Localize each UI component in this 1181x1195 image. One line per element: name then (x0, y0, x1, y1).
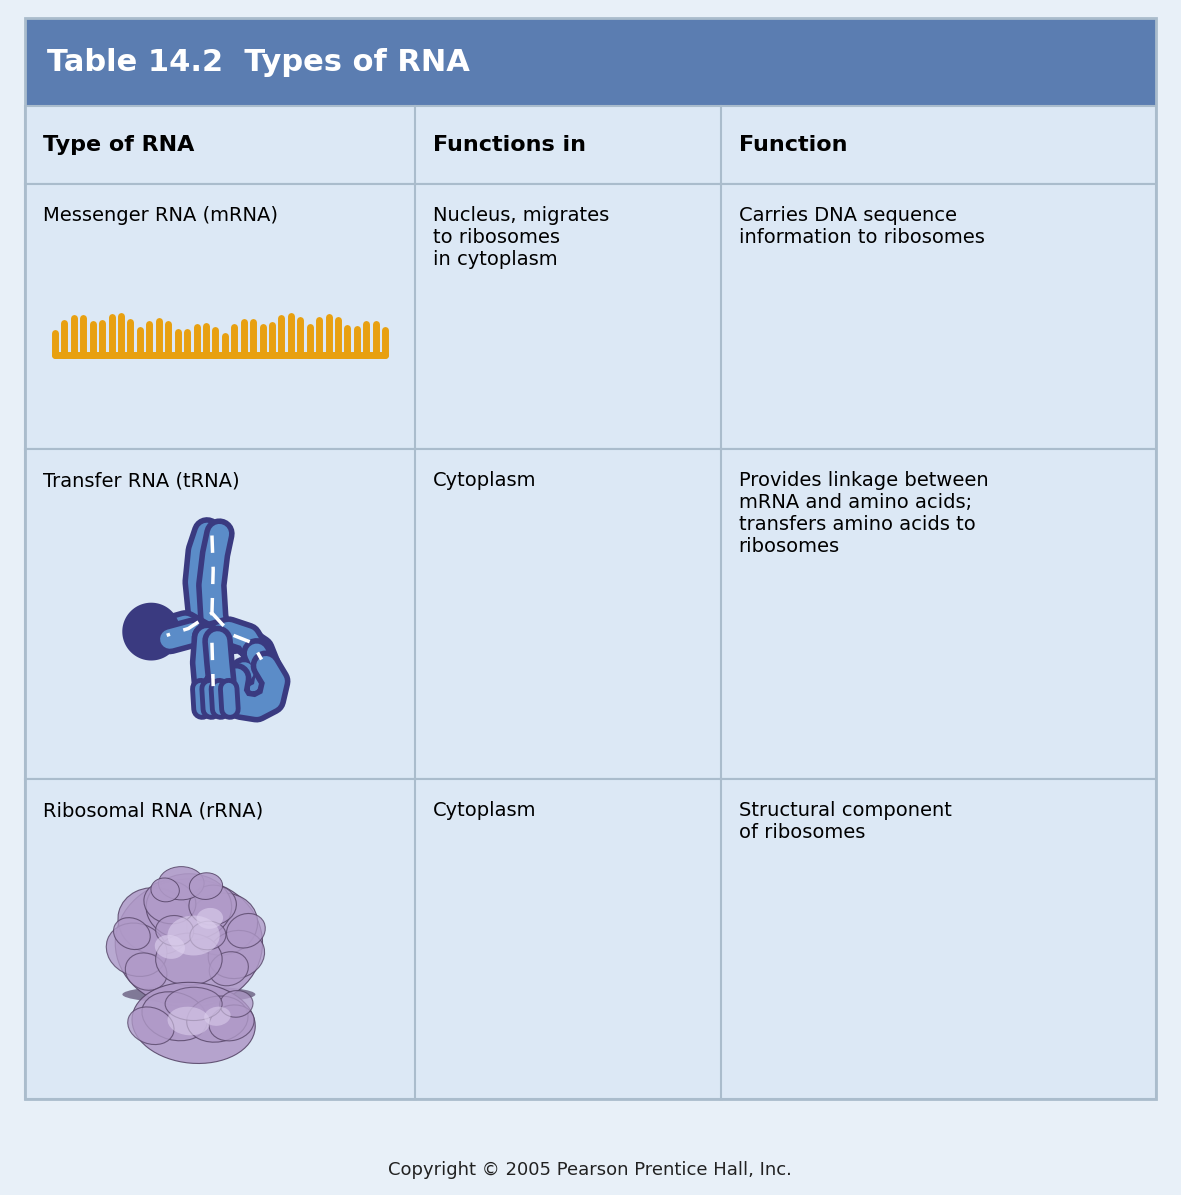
Text: Structural component
of ribosomes: Structural component of ribosomes (738, 801, 952, 842)
Ellipse shape (190, 921, 226, 950)
Ellipse shape (156, 915, 194, 946)
Ellipse shape (209, 1005, 254, 1041)
Ellipse shape (151, 878, 180, 902)
Ellipse shape (196, 908, 223, 929)
Ellipse shape (125, 952, 167, 991)
Bar (25, 184, 1156, 449)
Polygon shape (145, 626, 157, 637)
Text: Transfer RNA (tRNA): Transfer RNA (tRNA) (43, 471, 240, 490)
Ellipse shape (227, 913, 266, 948)
Text: Function: Function (738, 135, 847, 155)
Ellipse shape (204, 1006, 230, 1025)
Text: Carries DNA sequence
information to ribosomes: Carries DNA sequence information to ribo… (738, 206, 985, 247)
Text: Ribosomal RNA (rRNA): Ribosomal RNA (rRNA) (43, 801, 263, 820)
Ellipse shape (158, 866, 204, 900)
Text: Provides linkage between
mRNA and amino acids;
transfers amino acids to
ribosome: Provides linkage between mRNA and amino … (738, 471, 988, 556)
Text: Functions in: Functions in (433, 135, 586, 155)
Text: Copyright © 2005 Pearson Prentice Hall, Inc.: Copyright © 2005 Pearson Prentice Hall, … (389, 1162, 792, 1179)
Text: Nucleus, migrates
to ribosomes
in cytoplasm: Nucleus, migrates to ribosomes in cytopl… (433, 206, 609, 269)
Ellipse shape (168, 915, 220, 956)
Ellipse shape (156, 933, 222, 986)
Ellipse shape (144, 881, 196, 924)
Ellipse shape (118, 888, 194, 955)
Ellipse shape (187, 995, 248, 1042)
Polygon shape (137, 618, 165, 645)
Ellipse shape (142, 992, 208, 1041)
Ellipse shape (116, 880, 262, 1007)
Ellipse shape (132, 982, 255, 1064)
Ellipse shape (123, 986, 255, 1003)
Ellipse shape (113, 918, 150, 950)
Ellipse shape (165, 987, 222, 1021)
Ellipse shape (128, 1007, 174, 1044)
Ellipse shape (189, 872, 222, 900)
Text: Messenger RNA (mRNA): Messenger RNA (mRNA) (43, 206, 278, 225)
Ellipse shape (187, 893, 257, 955)
Bar (25, 449, 1156, 779)
Text: Type of RNA: Type of RNA (43, 135, 195, 155)
Bar (25, 779, 1156, 1099)
Text: Cytoplasm: Cytoplasm (433, 471, 536, 490)
Ellipse shape (220, 991, 253, 1017)
Bar (25, 18, 1156, 106)
Ellipse shape (208, 931, 265, 979)
Ellipse shape (209, 951, 248, 986)
Bar (25, 106, 1156, 184)
Ellipse shape (155, 934, 185, 958)
Ellipse shape (189, 885, 236, 925)
Text: Table 14.2  Types of RNA: Table 14.2 Types of RNA (47, 48, 470, 76)
Ellipse shape (146, 874, 231, 940)
Text: Cytoplasm: Cytoplasm (433, 801, 536, 820)
Ellipse shape (168, 1006, 210, 1035)
Ellipse shape (106, 923, 167, 976)
